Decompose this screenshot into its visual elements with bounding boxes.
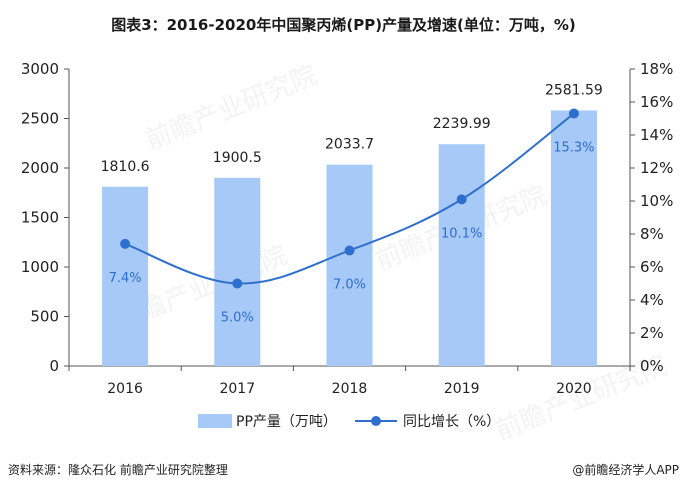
watermark-text: 前瞻产业研究院 [141,60,321,156]
growth-rate-point [344,245,355,256]
legend-line-label: 同比增长（%） [403,414,500,430]
axes-layer: 0 500 1000 1500 2000 2500 3000 0% 2% 4% 6% 8% 10% 12%… [21,60,674,397]
x-tick-label: 2020 [556,381,592,397]
bars-layer [102,110,597,366]
legend-bar-swatch [198,414,232,428]
x-tick-label: 2019 [444,381,480,397]
bar [214,177,261,366]
y-left-tick-label: 1500 [21,209,59,227]
growth-rate-point [456,194,467,205]
y-right-tick-label: 8% [640,225,664,243]
y-left-tick-label: 1000 [21,258,59,276]
legend: PP产量（万吨） 同比增长（%） [198,414,500,430]
growth-rate-label: 7.4% [109,271,142,286]
y-right-tick-label: 4% [640,291,664,309]
bar [102,186,149,366]
y-right-tick-label: 2% [640,324,664,342]
y-right-tick-label: 6% [640,258,664,276]
growth-rate-label: 15.3% [553,141,594,156]
y-right-tick-label: 0% [640,357,664,375]
bar-value-label: 2581.59 [545,82,603,98]
x-tick-label: 2018 [332,381,368,397]
y-left-tick-label: 0 [49,357,59,375]
bar [438,144,485,366]
bar [550,110,597,366]
y-left-tick-label: 2500 [21,110,59,128]
y-right-tick-label: 12% [640,159,673,177]
y-right-tick-label: 14% [640,126,673,144]
growth-rate-point [232,278,243,289]
data-labels-layer: 1810.6 1900.5 2033.7 2239.99 2581.59 7.4% 5.0%… [101,82,603,325]
bar [326,164,373,366]
bar-value-label: 2239.99 [433,116,491,132]
source-note: 资料来源：隆众石化 前瞻产业研究院整理 [8,463,228,477]
y-left-tick-label: 2000 [21,159,59,177]
y-right-tick-label: 10% [640,192,673,210]
growth-rate-label: 5.0% [221,311,254,326]
y-left-tick-label: 3000 [21,60,59,78]
legend-bar-label: PP产量（万吨） [236,414,337,430]
credit-note: @前瞻经济学人APP [572,463,679,477]
growth-rate-label: 7.0% [333,278,366,293]
legend-line-marker [371,416,381,426]
growth-rate-point [568,108,579,119]
y-right-tick-label: 18% [640,60,673,78]
chart-title: 图表3：2016-2020年中国聚丙烯(PP)产量及增速(单位：万吨，%) [111,16,576,34]
bar-value-label: 2033.7 [325,137,374,153]
y-right-tick-label: 16% [640,93,673,111]
x-tick-label: 2017 [219,381,255,397]
bar-value-label: 1810.6 [101,159,150,175]
y-left-tick-label: 500 [30,308,59,326]
x-tick-label: 2016 [107,381,143,397]
bar-value-label: 1900.5 [213,150,262,166]
growth-rate-label: 10.1% [441,226,482,241]
growth-rate-point [120,238,131,249]
line-layer [120,108,579,289]
